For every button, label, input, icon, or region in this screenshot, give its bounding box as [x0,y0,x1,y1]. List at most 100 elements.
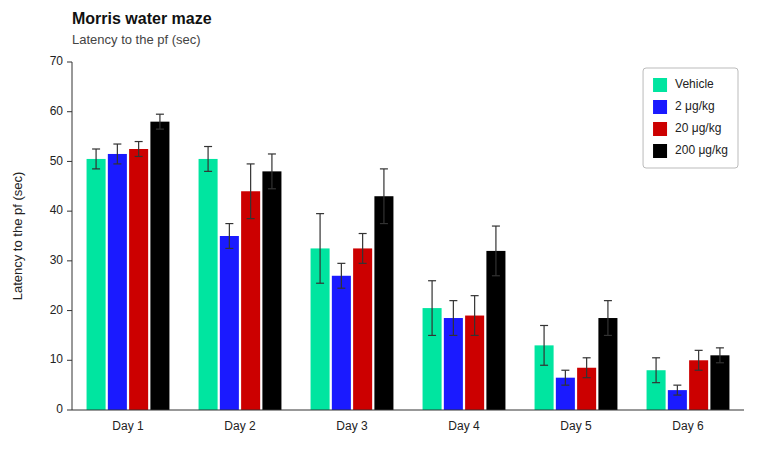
bar [374,196,393,410]
error-cap [135,141,143,142]
x-tick-label: Day 4 [448,419,480,433]
error-bar [561,370,569,385]
error-cap [204,146,212,147]
error-cap [583,357,591,358]
error-line [453,301,454,336]
y-tick-label: 20 [50,303,64,317]
legend-swatch [653,78,667,92]
y-tick-label: 10 [50,352,64,366]
error-line [586,358,587,378]
legend: Vehicle2 μg/kg20 μg/kg200 μg/kg [643,68,738,168]
y-tick-label: 0 [56,402,63,416]
error-bar [316,214,324,284]
x-tick-label: Day 6 [672,419,704,433]
bar [87,159,106,410]
y-tick-label: 30 [50,253,64,267]
y-tick-label: 60 [50,104,64,118]
bar [108,154,127,410]
error-bar [113,144,121,164]
error-cap [135,156,143,157]
error-cap [359,233,367,234]
y-tick [67,360,72,361]
error-cap [583,377,591,378]
error-line [341,263,342,288]
error-cap [561,370,569,371]
error-bar [428,281,436,336]
bar [220,236,239,410]
y-tick [67,310,72,311]
chart: 010203040506070Day 1Day 2Day 3Day 4Day 5… [0,0,760,450]
error-line [229,224,230,249]
error-bar [380,169,388,224]
error-cap [204,171,212,172]
subtitle: Latency to the pf (sec) [72,32,201,47]
error-bar [225,224,233,249]
error-cap [652,357,660,358]
x-axis-line [72,410,744,411]
legend-label: 2 μg/kg [675,99,715,113]
legend-label: 200 μg/kg [675,143,728,157]
bar [150,122,169,410]
error-cap [471,335,479,336]
legend-swatch [653,144,667,158]
error-cap [247,163,255,164]
error-cap [316,213,324,214]
error-cap [604,335,612,336]
error-cap [247,218,255,219]
legend-frame [643,68,738,168]
error-line [474,296,475,336]
error-cap [92,168,100,169]
legend-swatch [653,100,667,114]
error-line [698,350,699,370]
bar [353,248,372,410]
error-bar [695,350,703,370]
error-bar [135,142,143,157]
axes: 010203040506070Day 1Day 2Day 3Day 4Day 5… [50,54,744,433]
error-line [117,144,118,164]
y-axis-label: Latency to the pf (sec) [10,172,25,301]
error-cap [540,325,548,326]
y-tick-label: 40 [50,203,64,217]
error-line [250,164,251,219]
error-cap [316,283,324,284]
error-cap [604,300,612,301]
error-line [495,226,496,276]
error-cap [337,263,345,264]
error-cap [540,365,548,366]
error-bar [583,358,591,378]
bar [262,171,281,410]
error-bar [92,149,100,169]
y-tick [67,161,72,162]
bar [332,276,351,410]
error-bar [673,385,681,395]
error-line [677,385,678,395]
error-bar [359,234,367,264]
x-tick-label: Day 2 [224,419,256,433]
error-line [207,147,208,172]
y-tick [67,211,72,212]
error-bar [268,154,276,189]
error-cap [449,300,457,301]
error-cap [673,394,681,395]
error-cap [156,114,164,115]
error-bar [156,114,164,129]
legend-label: 20 μg/kg [675,121,721,135]
error-cap [561,385,569,386]
error-line [159,114,160,129]
error-bar [337,263,345,288]
error-bar [449,301,457,336]
error-line [431,281,432,336]
bar [199,159,218,410]
error-cap [652,382,660,383]
error-cap [225,223,233,224]
y-tick [67,62,72,63]
bar [241,191,260,410]
error-bar [716,348,724,363]
error-line [565,370,566,385]
error-line [607,301,608,336]
legend-items: Vehicle2 μg/kg20 μg/kg200 μg/kg [653,77,728,158]
error-bar [471,296,479,336]
error-line [655,358,656,383]
y-tick-label: 50 [50,154,64,168]
legend-swatch [653,122,667,136]
